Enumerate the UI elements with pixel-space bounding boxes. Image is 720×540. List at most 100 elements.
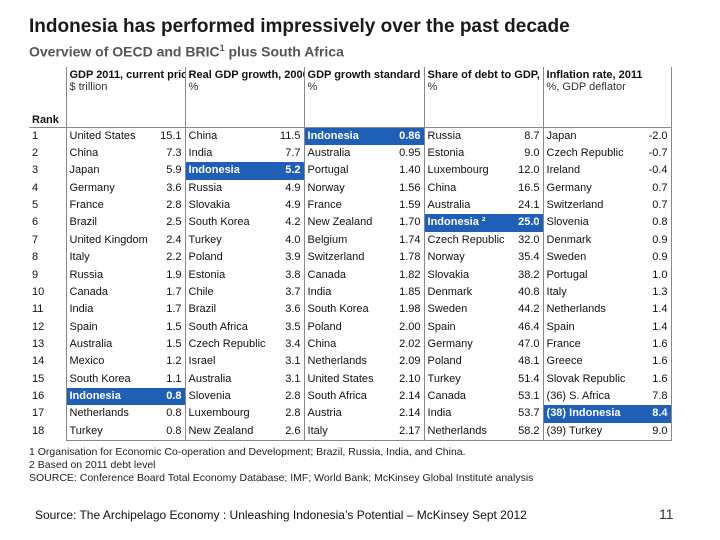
country-cell: Austria [303, 405, 392, 423]
country-cell: Czech Republic [423, 231, 513, 250]
value-cell: 1.74 [399, 233, 421, 246]
value-cell: 1.7 [166, 303, 182, 316]
value-cell: 4.9 [285, 181, 301, 194]
rank-header: Rank [32, 113, 59, 126]
header-gdp-title: GDP 2011, current prices [69, 69, 186, 81]
country-cell: Czech Republic [184, 335, 273, 354]
table-row: 4 Germany 3.6 Russia 4.9 Norway 1.56 China 16.5 G… [29, 179, 672, 197]
value-cell: 3.7 [285, 285, 301, 298]
country-cell: Indonesia [184, 162, 273, 180]
table-row: 5 France 2.8 Slovakia 4.9 France 1.59 Australia… [29, 196, 672, 215]
rank-cell: 5 [32, 199, 39, 212]
country-cell: Norway [303, 179, 392, 197]
table-row: 14 Mexico 1.2 Israel 3.1 Netherlands 2.09 Polan… [29, 353, 672, 371]
value-cell: 1.3 [630, 283, 672, 302]
country-cell: Poland [423, 353, 513, 371]
country-cell: (39) Turkey [542, 422, 631, 441]
value-cell: 2.10 [399, 372, 421, 385]
table-row: 7 United Kingdom 2.4 Turkey 4.0 Belgium 1.74 Cz… [29, 231, 672, 250]
value-cell: 9.0 [524, 147, 540, 160]
table-row: 6 Brazil 2.5 South Korea 4.2 New Zealand 1.70 I… [29, 214, 672, 232]
value-cell: 2.14 [399, 390, 421, 403]
table-body: 1 United States 15.1 China 11.5 Indonesia 0.86… [29, 126, 672, 441]
country-cell: China [65, 144, 153, 163]
value-cell: 0.8 [166, 407, 182, 420]
country-cell: Turkey [184, 231, 273, 250]
value-cell: 11.5 [272, 126, 305, 145]
value-cell: 1.2 [166, 355, 182, 368]
table-row: 18 Turkey 0.8 New Zealand 2.6 Italy 2.17 Nether… [29, 422, 672, 441]
header-inflation-title: Inflation rate, 2011 [546, 69, 643, 81]
country-cell: Ireland [542, 162, 631, 180]
footnote-1: 1 Organisation for Economic Co-operation… [29, 446, 466, 458]
value-cell: 1.5 [166, 320, 182, 333]
header-gdp: GDP 2011, current prices$ trillion [65, 67, 186, 127]
value-cell: 2.02 [399, 337, 421, 350]
value-cell: 1.59 [399, 199, 421, 212]
table-row: 17 Netherlands 0.8 Luxembourg 2.8 Austria 2.14… [29, 405, 672, 423]
country-cell: India [65, 301, 153, 319]
country-cell: Belgium [303, 231, 392, 250]
country-cell: Brazil [65, 214, 153, 232]
value-cell: 9.0 [630, 422, 672, 441]
country-cell: Germany [423, 335, 513, 354]
value-cell: 1.6 [630, 353, 672, 371]
country-cell: Japan [542, 126, 631, 145]
rank-cell: 13 [32, 337, 45, 350]
value-cell: 2.09 [399, 355, 421, 368]
footnote-source: SOURCE: Conference Board Total Economy D… [29, 472, 534, 484]
country-cell: (38) Indonesia [542, 405, 631, 423]
country-cell: Switzerland [303, 249, 392, 267]
value-cell: 2.14 [399, 407, 421, 420]
country-cell: Germany [65, 179, 153, 197]
country-cell: Netherlands [423, 422, 513, 441]
rank-cell: 10 [32, 285, 45, 298]
value-cell: 1.4 [630, 318, 672, 336]
country-cell: Netherlands [65, 405, 153, 423]
value-cell: 7.7 [285, 147, 301, 160]
rank-cell: 11 [32, 303, 44, 316]
country-cell: United Kingdom [65, 231, 153, 250]
value-cell: 3.4 [285, 337, 301, 350]
country-cell: Australia [423, 196, 513, 215]
table-row: 13 Australia 1.5 Czech Republic 3.4 China 2.02… [29, 335, 672, 354]
value-cell: 5.9 [166, 164, 182, 177]
value-cell: 46.4 [518, 320, 540, 333]
country-cell: Canada [65, 283, 153, 302]
country-cell: Slovenia [184, 387, 273, 406]
country-cell: Slovakia [423, 266, 513, 284]
value-cell: -0.4 [630, 162, 672, 180]
country-cell: South Africa [184, 318, 273, 336]
value-cell: 0.9 [630, 249, 672, 267]
country-cell: Indonesia [303, 126, 392, 145]
value-cell: 1.5 [166, 337, 182, 350]
value-cell: 24.1 [518, 199, 540, 212]
rank-cell: 4 [32, 181, 39, 194]
value-cell: 0.9 [630, 231, 672, 250]
rank-cell: 9 [32, 268, 39, 281]
country-cell: China [184, 126, 273, 145]
country-cell: Greece [542, 353, 631, 371]
country-cell: Japan [65, 162, 153, 180]
country-cell: Indonesia [65, 387, 153, 406]
value-cell: 44.2 [518, 303, 540, 316]
country-cell: Denmark [423, 283, 513, 302]
value-cell: 5.2 [272, 162, 305, 180]
country-cell: Canada [303, 266, 392, 284]
country-cell: Italy [303, 422, 392, 441]
value-cell: 3.8 [285, 268, 301, 281]
value-cell: 53.1 [518, 390, 540, 403]
value-cell: 3.9 [285, 251, 301, 264]
value-cell: 1.56 [399, 181, 421, 194]
header-stddev: GDP growth standard deviation, annualise… [303, 67, 425, 127]
rank-cell: 1 [29, 126, 66, 145]
country-cell: India [423, 405, 513, 423]
value-cell: -2.0 [630, 126, 672, 145]
table-row: 9 Russia 1.9 Estonia 3.8 Canada 1.82 Slovakia 38… [29, 266, 672, 284]
value-cell: 7.3 [166, 147, 182, 160]
country-cell: Denmark [542, 231, 631, 250]
value-cell: 7.8 [630, 387, 672, 406]
country-cell: Estonia [184, 266, 273, 284]
value-cell: 2.4 [166, 233, 182, 246]
footnote-2: 2 Based on 2011 debt level [29, 459, 156, 471]
